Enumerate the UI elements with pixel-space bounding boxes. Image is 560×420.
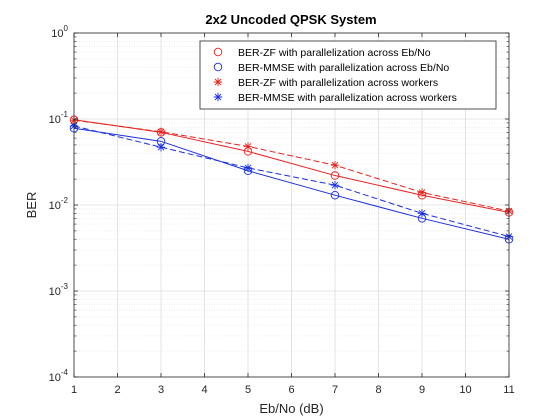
- x-tick-label: 1: [71, 384, 77, 396]
- x-tick-label: 5: [245, 384, 251, 396]
- legend-label: BER-MMSE with parallelization across wor…: [238, 92, 457, 104]
- x-tick-label: 8: [375, 384, 381, 396]
- legend: BER-ZF with parallelization across Eb/No…: [199, 40, 497, 110]
- y-tick-label-base: 10: [49, 372, 61, 384]
- data-point: [330, 171, 340, 180]
- data-point: [330, 180, 340, 190]
- data-point: [243, 163, 253, 173]
- y-tick-label: 100: [51, 24, 68, 40]
- x-tick-label: 11: [503, 384, 514, 396]
- legend-label: BER-ZF with parallelization across worke…: [238, 77, 438, 89]
- x-tick-label: 4: [201, 384, 207, 396]
- series-line: [73, 127, 510, 240]
- y-tick-label-exponent: -3: [61, 282, 69, 291]
- y-axis-label: BER: [24, 192, 39, 219]
- legend-marker: [213, 47, 223, 57]
- x-tick-label: 2: [114, 384, 120, 396]
- x-tick-labels: 1 2 3 4 5 6 7 8 9 10 11: [71, 384, 515, 396]
- x-tick-label: 3: [158, 384, 164, 396]
- y-tick-label-base: 10: [49, 200, 61, 212]
- legend-box: [199, 40, 497, 110]
- data-point: [243, 142, 253, 151]
- axis-ticks: [73, 32, 510, 378]
- x-axis-label: Eb/No (dB): [259, 401, 323, 416]
- y-tick-label-exponent: -2: [61, 196, 69, 205]
- y-tick-label: 10-1: [49, 110, 69, 126]
- data-point: [417, 209, 427, 218]
- data-point: [156, 143, 166, 152]
- data-point: [417, 188, 427, 197]
- data-point: [330, 190, 340, 200]
- legend-marker: [213, 77, 223, 87]
- legend-marker: [213, 92, 223, 102]
- y-tick-label-base: 10: [51, 28, 63, 40]
- legend-item: BER-MMSE with parallelization across Eb/…: [213, 62, 449, 74]
- y-tick-label-base: 10: [49, 114, 61, 126]
- x-tick-label: 10: [459, 384, 471, 396]
- legend-label: BER-MMSE with parallelization across Eb/…: [238, 62, 449, 74]
- y-tick-label: 10-4: [49, 368, 69, 384]
- legend-marker: [213, 62, 223, 72]
- series-layer: [69, 115, 514, 244]
- legend-item: BER-ZF with parallelization across worke…: [213, 77, 438, 89]
- x-tick-label: 7: [332, 384, 338, 396]
- y-tick-label: 10-2: [49, 196, 69, 212]
- x-tick-label: 6: [288, 384, 294, 396]
- y-tick-label-exponent: -4: [61, 368, 69, 377]
- y-tick-label-exponent: -1: [61, 110, 69, 119]
- y-tick-label: 10-3: [49, 282, 69, 298]
- chart-title: 2x2 Uncoded QPSK System: [205, 12, 376, 27]
- y-tick-label-base: 10: [49, 286, 61, 298]
- legend-item: BER-ZF with parallelization across Eb/No: [213, 47, 431, 59]
- data-point: [330, 161, 340, 170]
- x-tick-label: 9: [419, 384, 425, 396]
- y-tick-label-exponent: 0: [64, 24, 69, 33]
- series-line: [73, 125, 510, 238]
- legend-label: BER-ZF with parallelization across Eb/No: [238, 47, 431, 59]
- data-point: [156, 127, 166, 136]
- legend-item: BER-MMSE with parallelization across wor…: [213, 92, 457, 104]
- series-line: [73, 119, 510, 212]
